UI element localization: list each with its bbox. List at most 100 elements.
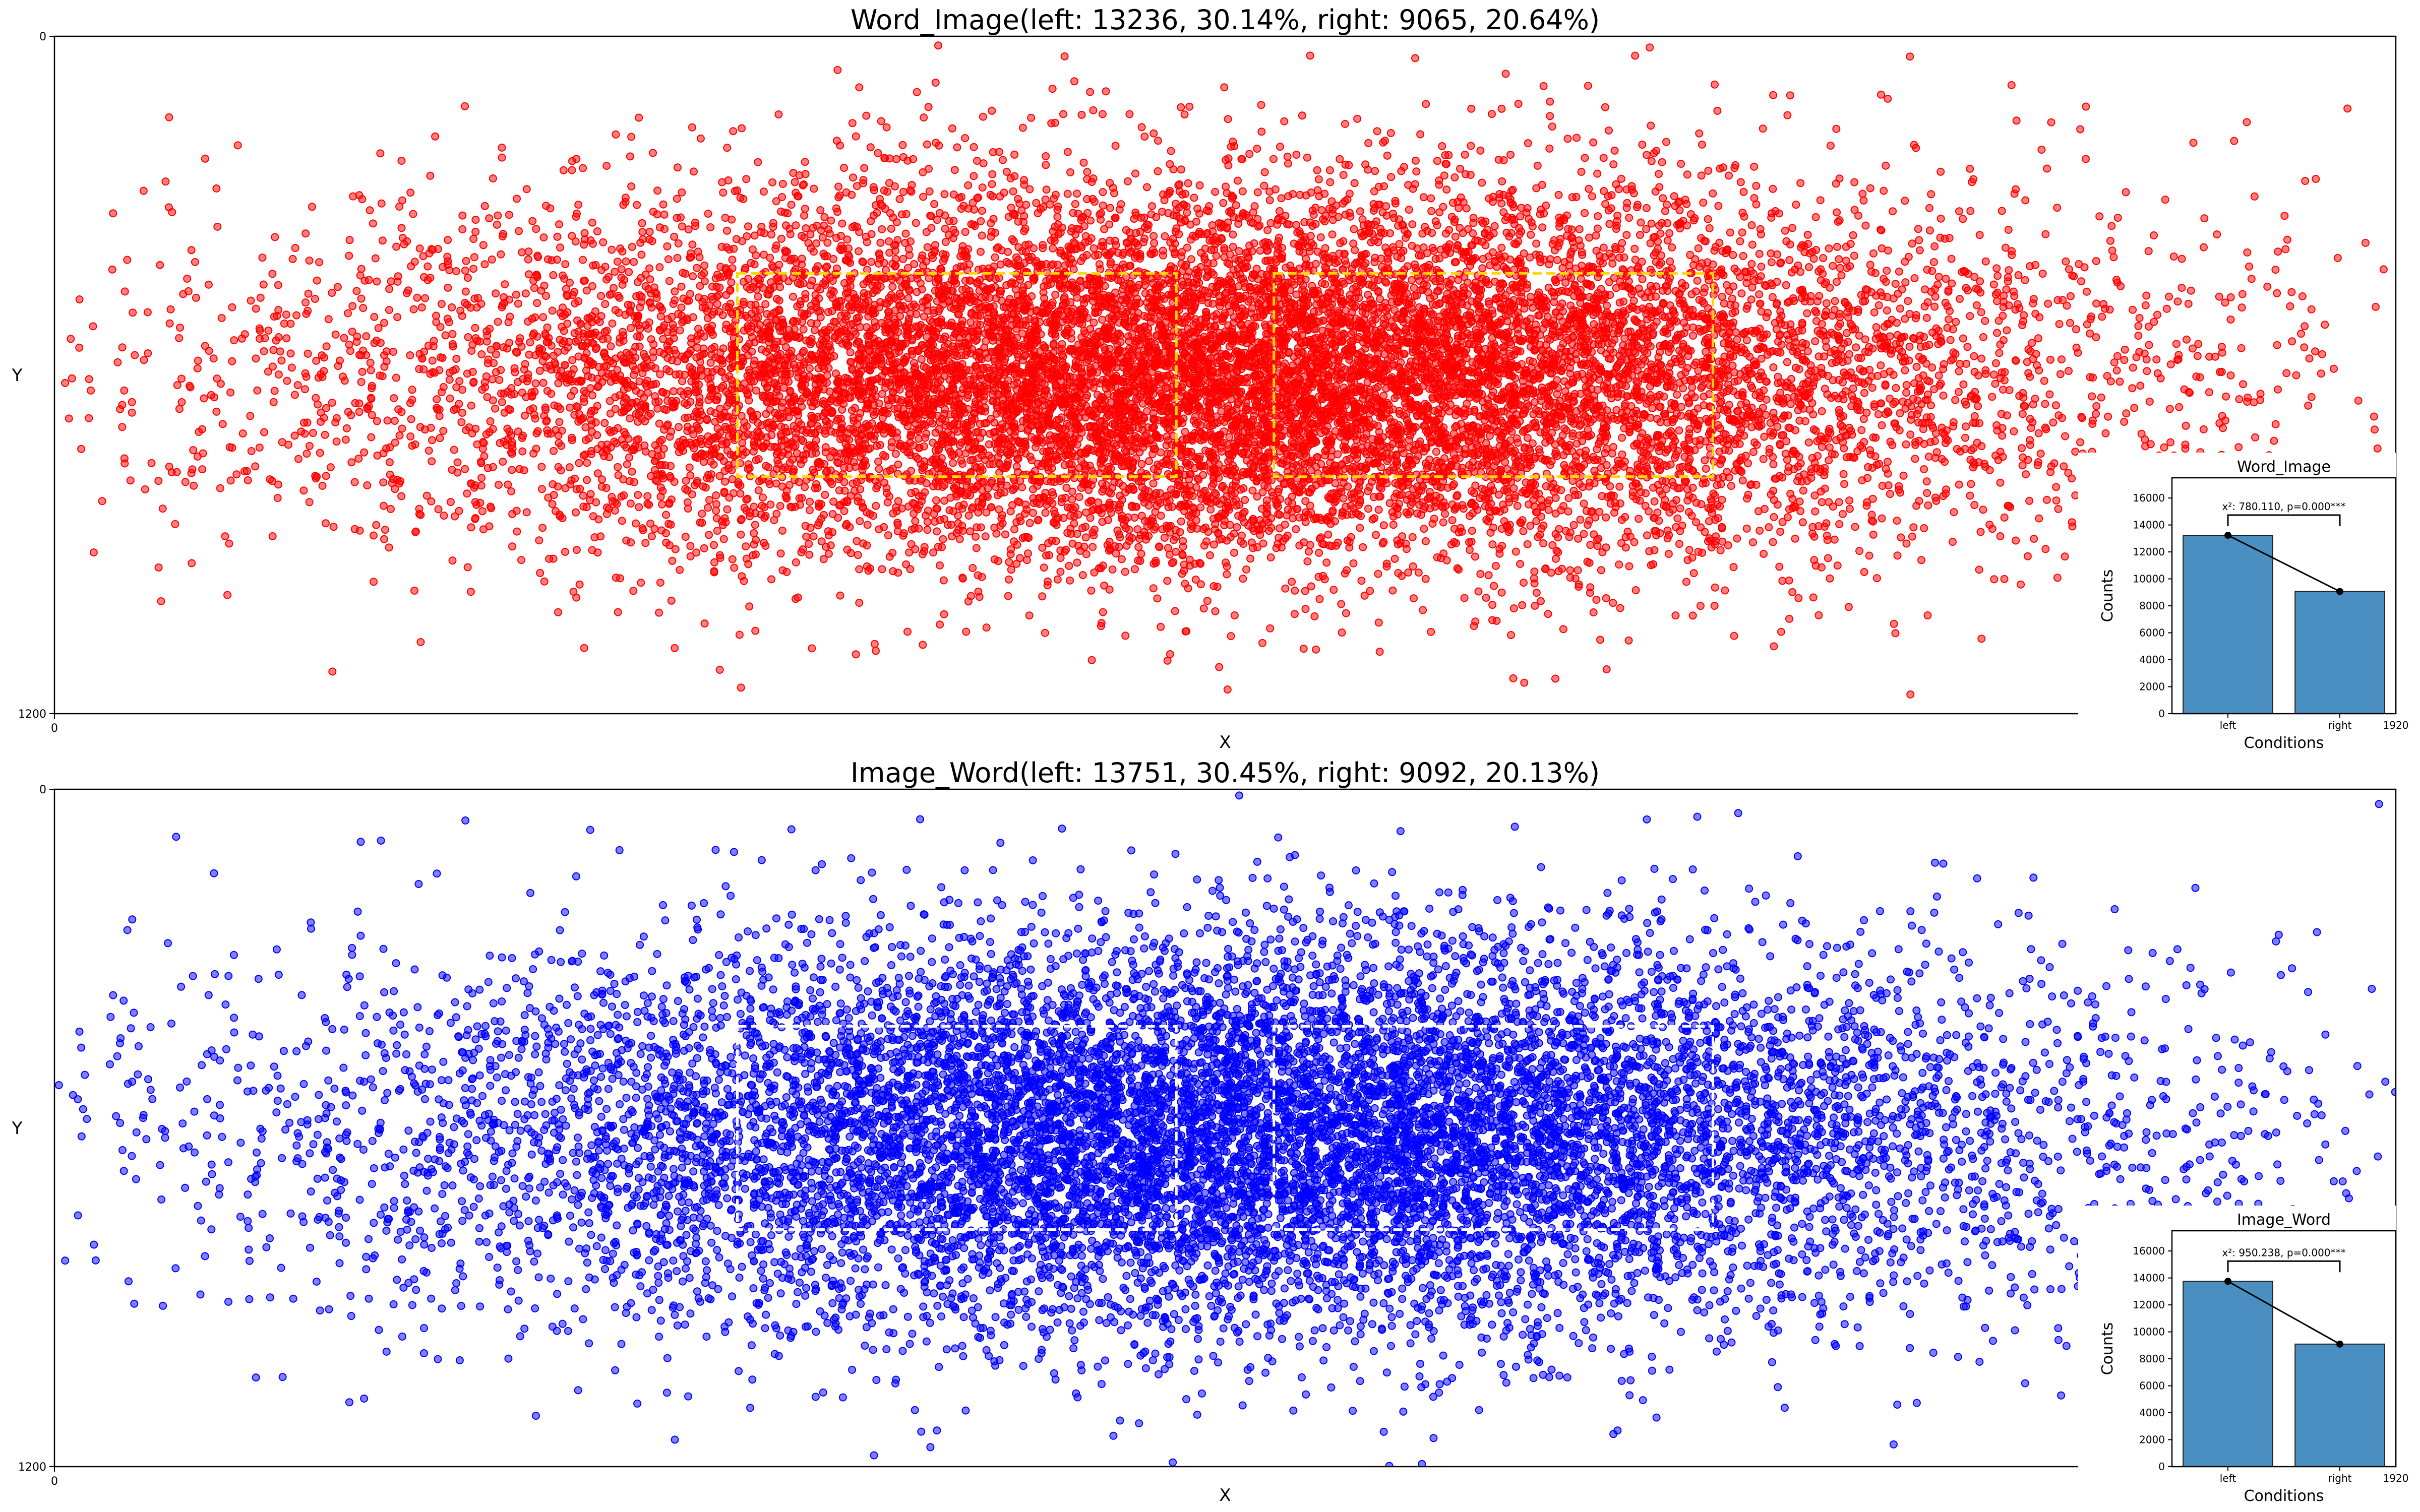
scatter-point bbox=[437, 300, 446, 308]
scatter-point bbox=[1545, 144, 1554, 153]
scatter-point bbox=[575, 459, 583, 467]
scatter-point bbox=[2101, 304, 2109, 313]
scatter-point bbox=[1730, 264, 1739, 273]
scatter-point bbox=[489, 174, 497, 182]
scatter-point bbox=[2101, 429, 2110, 437]
scatter-point bbox=[1238, 187, 1247, 196]
scatter-point bbox=[489, 425, 497, 433]
scatter-point bbox=[304, 289, 313, 298]
scatter-point bbox=[508, 542, 516, 551]
scatter-point bbox=[440, 512, 448, 520]
scatter-point bbox=[1829, 262, 1837, 270]
scatter-point bbox=[213, 222, 222, 231]
scatter-point bbox=[948, 124, 956, 133]
scatter-point bbox=[696, 134, 705, 143]
scatter-point bbox=[1507, 631, 1515, 639]
scatter-point bbox=[1923, 611, 1932, 619]
scatter-point bbox=[1349, 559, 1358, 568]
scatter-point bbox=[1280, 117, 1289, 125]
scatter-point bbox=[2304, 401, 2313, 410]
scatter-point bbox=[1066, 576, 1074, 585]
scatter-point bbox=[777, 234, 785, 243]
scatter-point bbox=[1902, 539, 1911, 548]
scatter-point bbox=[1342, 609, 1350, 617]
scatter-point bbox=[1567, 225, 1576, 234]
scatter-point bbox=[1379, 521, 1388, 530]
scatter-point bbox=[1553, 256, 1561, 264]
scatter-point bbox=[1584, 82, 1592, 90]
scatter-point bbox=[355, 408, 364, 416]
scatter-point bbox=[291, 244, 299, 252]
scatter-point bbox=[204, 280, 213, 289]
scatter-point bbox=[392, 373, 400, 382]
scatter-point bbox=[1171, 607, 1179, 615]
scatter-point bbox=[385, 306, 393, 314]
scatter-point bbox=[634, 491, 642, 499]
scatter-point bbox=[635, 113, 643, 122]
scatter-point bbox=[1071, 200, 1079, 208]
scatter-point bbox=[1195, 181, 1204, 190]
scatter-point bbox=[1630, 244, 1639, 253]
scatter-point bbox=[970, 172, 978, 180]
scatter-point bbox=[2056, 370, 2065, 379]
scatter-point bbox=[1930, 302, 1939, 311]
scatter-point bbox=[292, 311, 300, 320]
scatter-point bbox=[2035, 514, 2043, 523]
scatter-point bbox=[2169, 253, 2178, 261]
scatter-panel-1: Word_Image(left: 13236, 30.14%, right: 9… bbox=[12, 4, 2408, 759]
scatter-point bbox=[1161, 533, 1169, 542]
scatter-point bbox=[322, 519, 330, 528]
scatter-point bbox=[478, 507, 487, 516]
scatter-point bbox=[813, 320, 821, 328]
scatter-point bbox=[1609, 599, 1617, 607]
scatter-point bbox=[495, 481, 503, 489]
scatter-point bbox=[500, 408, 509, 417]
scatter-point bbox=[366, 358, 375, 367]
scatter-point bbox=[1015, 498, 1023, 507]
scatter-point bbox=[836, 591, 844, 600]
scatter-point bbox=[1106, 204, 1114, 212]
scatter-point bbox=[1709, 260, 1717, 269]
scatter-point bbox=[139, 186, 148, 195]
scatter-point bbox=[688, 240, 697, 249]
scatter-point bbox=[655, 302, 664, 310]
scatter-point bbox=[1283, 152, 1292, 161]
scatter-point bbox=[1164, 544, 1172, 552]
scatter-point bbox=[1845, 350, 1853, 358]
scatter-point bbox=[128, 398, 136, 406]
scatter-point bbox=[1942, 275, 1950, 283]
scatter-point bbox=[1915, 497, 1923, 505]
scatter-point bbox=[1827, 142, 1835, 150]
scatter-point bbox=[109, 209, 117, 218]
scatter-point bbox=[359, 304, 368, 312]
scatter-point bbox=[1968, 178, 1976, 186]
scatter-point bbox=[1866, 184, 1874, 193]
scatter-point bbox=[1892, 384, 1900, 392]
scatter-point bbox=[1884, 94, 1892, 103]
scatter-point bbox=[2237, 303, 2246, 312]
scatter-point bbox=[439, 427, 448, 435]
scatter-point bbox=[1509, 604, 1518, 613]
scatter-point bbox=[118, 343, 127, 352]
scatter-point bbox=[1609, 160, 1618, 169]
scatter-point bbox=[1989, 370, 1998, 379]
scatter-point bbox=[143, 308, 152, 317]
scatter-point bbox=[1586, 541, 1595, 549]
scatter-point bbox=[611, 306, 620, 314]
scatter-point bbox=[2041, 545, 2050, 553]
scatter-point bbox=[1811, 213, 1820, 221]
scatter-point bbox=[978, 207, 986, 215]
scatter-point bbox=[677, 282, 686, 291]
scatter-point bbox=[1488, 110, 1496, 118]
scatter-point bbox=[589, 512, 597, 521]
scatter-point bbox=[747, 300, 755, 309]
scatter-point bbox=[433, 395, 441, 404]
scatter-point bbox=[898, 141, 907, 149]
scatter-point bbox=[2165, 405, 2174, 413]
scatter-point bbox=[723, 505, 732, 514]
scatter-point bbox=[1408, 276, 1416, 284]
scatter-point bbox=[1803, 230, 1812, 239]
scatter-point bbox=[1642, 204, 1651, 212]
scatter-point bbox=[611, 405, 620, 413]
scatter-point bbox=[495, 375, 504, 384]
